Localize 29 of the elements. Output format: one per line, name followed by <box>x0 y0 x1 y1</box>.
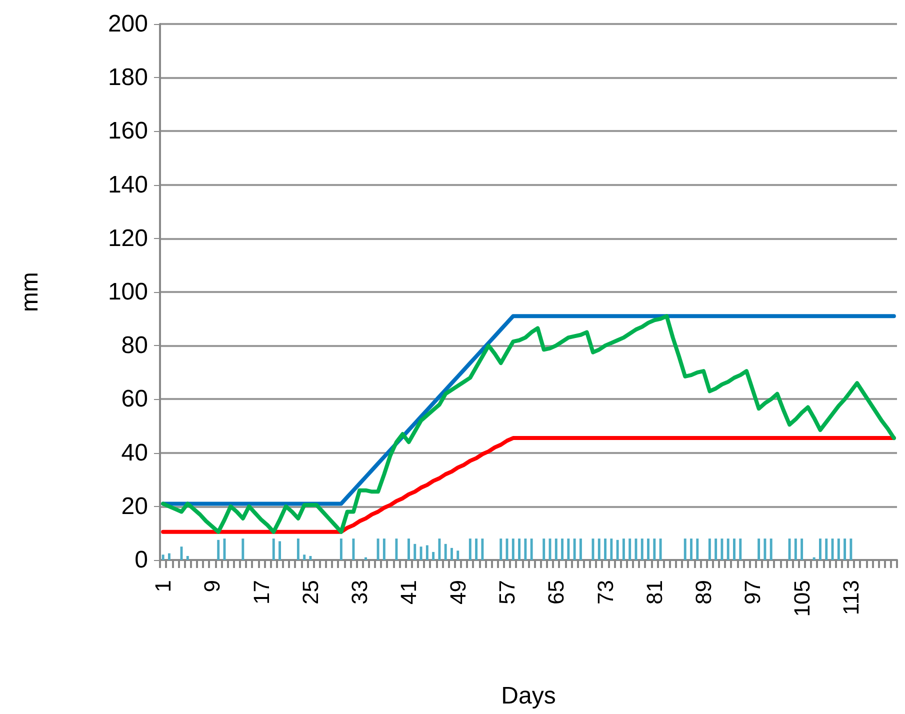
x-tick-label: 73 <box>592 580 618 604</box>
y-tick-label: 20 <box>121 492 148 520</box>
x-tick-label: 97 <box>740 580 766 604</box>
x-tick-label: 57 <box>494 580 520 604</box>
x-tick-label: 113 <box>838 580 864 616</box>
x-tick-label: 25 <box>298 580 323 604</box>
x-tick-label: 41 <box>396 580 422 604</box>
y-tick-label: 80 <box>121 332 148 360</box>
y-tick-label: 0 <box>134 546 148 574</box>
x-tick-label: 81 <box>642 580 667 604</box>
x-tick-label: 17 <box>248 580 274 604</box>
y-tick-label: 140 <box>108 171 148 198</box>
line-series <box>161 436 896 534</box>
y-tick-label: 40 <box>121 439 148 466</box>
y-axis-title: mm <box>16 272 44 312</box>
y-tick-label: 120 <box>108 224 148 252</box>
x-tick-label: 89 <box>691 580 716 604</box>
y-tick-label: 100 <box>108 278 148 306</box>
x-axis-title: Days <box>501 682 556 710</box>
y-tick-label: 180 <box>108 64 148 92</box>
x-tick-label: 1 <box>150 580 176 592</box>
y-tick-label: 160 <box>108 118 148 145</box>
y-tick-label: 200 <box>108 10 148 38</box>
x-tick-label: 33 <box>347 580 372 604</box>
x-tick-label: 65 <box>544 580 569 604</box>
x-tick-label: 9 <box>200 580 225 592</box>
y-tick-label: 60 <box>121 386 148 413</box>
x-tick-label: 49 <box>445 580 470 604</box>
x-tick-label: 105 <box>789 580 814 617</box>
